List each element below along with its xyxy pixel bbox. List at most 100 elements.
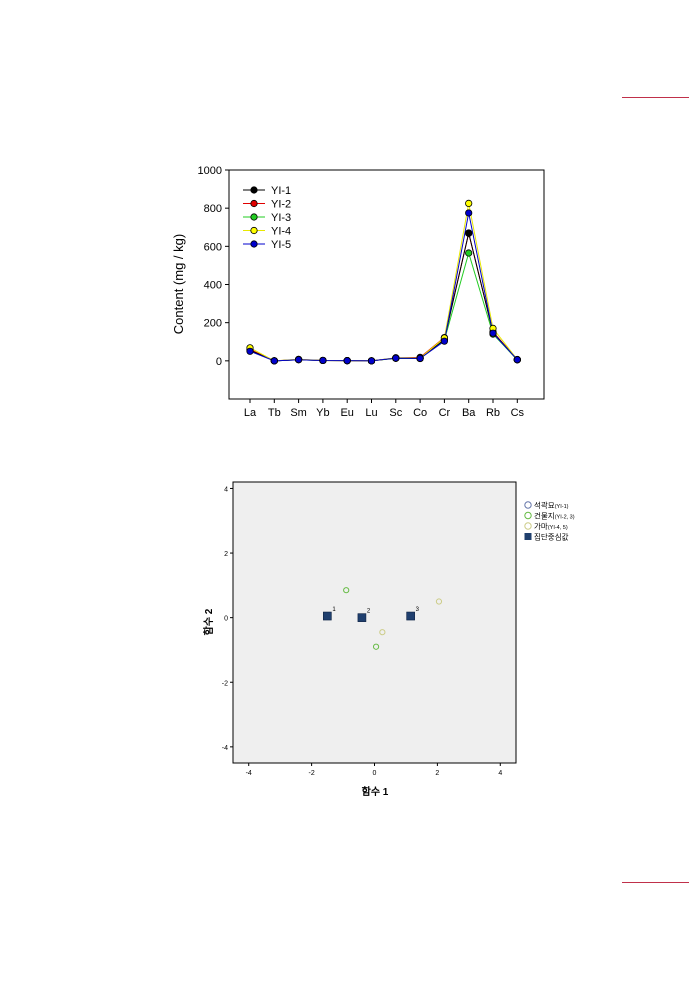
element-content-line-chart: Content (mg / kg) 0 200 400 600 800 1000 La Tb…: [171, 165, 545, 419]
x-tick-label: Cr: [439, 407, 451, 419]
x-tick-label: Rb: [486, 407, 500, 419]
y-tick-label: 800: [204, 203, 222, 215]
data-point: [416, 354, 424, 362]
centroid-markers: 1 2 3: [323, 607, 420, 622]
legend-marker-2: [524, 522, 532, 530]
x-ticks-2: -4 -2 0 2 4: [246, 763, 502, 777]
bottom-right-rule: [622, 882, 689, 883]
centroid-label: 3: [416, 607, 420, 613]
y-tick-label-2: -2: [222, 680, 228, 687]
centroid-marker: [406, 611, 415, 621]
legend-label: YI-1: [271, 185, 291, 197]
y-tick-label-2: 2: [224, 551, 228, 558]
x-tick-label: Tb: [268, 407, 281, 419]
x-tick-label-2: -2: [308, 770, 314, 777]
legend-group-name: 석곽묘: [534, 500, 555, 510]
legend-label: YI-3: [271, 212, 291, 224]
data-point: [513, 356, 521, 364]
case-point: [435, 598, 443, 605]
y-tick-label-2: 0: [224, 616, 228, 623]
centroid-marker: [323, 611, 332, 621]
y-tick-label-2: -4: [222, 745, 228, 752]
data-point: [465, 209, 473, 217]
legend-marker-2: [524, 501, 532, 509]
scatter-points: [343, 587, 443, 650]
y-tick-label: 1000: [198, 165, 222, 177]
y-tick-label: 600: [204, 241, 222, 253]
y-tick-label: 400: [204, 280, 222, 292]
case-point: [343, 587, 350, 594]
data-point: [367, 357, 376, 365]
legend-centroid-label: 집단중심값: [534, 532, 569, 542]
x-tick-label: Ba: [462, 407, 476, 419]
legend-group-suffix: (YI-2, 3): [555, 515, 575, 521]
legend-group-name: 가마: [534, 522, 548, 531]
legend-marker: [250, 186, 258, 194]
data-point: [489, 329, 497, 337]
data-point: [319, 356, 327, 365]
legend-label: YI-2: [271, 199, 291, 211]
data-point: [465, 229, 473, 237]
data-point: [343, 357, 351, 365]
legend-marker: [250, 240, 258, 248]
centroid-marker: [357, 613, 367, 622]
x-tick-label: Yb: [316, 407, 329, 419]
group-1: [343, 587, 380, 650]
legend: YI-1 YI-2YI-3 YI-4YI-5: [243, 185, 291, 251]
case-point: [379, 629, 386, 636]
legend-centroid-marker: [524, 533, 532, 540]
y-axis-label: Content (mg / kg): [171, 234, 186, 334]
legend-group-name: 건물지: [534, 511, 555, 521]
x-tick-label-2: -4: [246, 770, 252, 777]
centroid-label: 1: [332, 607, 336, 613]
series-YI-5: [249, 212, 518, 362]
series-line: [249, 212, 518, 362]
discriminant-scatter-chart: 함수 2 함수 1 -4 -2 0 2 4 -4 -2 0 2 4 1 2 3 석곽묘(YI-1)건…: [202, 481, 575, 798]
legend-marker: [250, 213, 258, 221]
top-right-rule: [622, 97, 689, 98]
data-point: [465, 199, 473, 207]
series-lines: [246, 199, 521, 365]
centroid-label: 2: [367, 609, 371, 615]
legend-group-suffix: (YI-4, 5): [548, 525, 568, 531]
legend-2: 석곽묘(YI-1)건물지(YI-2, 3)가마(YI-4, 5)집단중심값: [524, 500, 575, 542]
data-point: [392, 354, 400, 362]
data-point: [246, 347, 254, 355]
x-tick-label-2: 0: [373, 770, 377, 777]
x-tick-label: Sm: [290, 407, 307, 419]
x-ticks: La Tb Sm Yb Eu Lu Sc Co Cr Ba Rb Cs: [244, 399, 525, 419]
legend-label: YI-5: [271, 239, 291, 251]
y-tick-label: 200: [204, 318, 222, 330]
data-point: [465, 249, 473, 257]
x-tick-label: Co: [413, 407, 427, 419]
legend-marker-2: [524, 511, 532, 520]
x-axis-label-2: 함수 1: [362, 785, 389, 798]
series-markers-YI-5: [246, 209, 521, 365]
case-point: [372, 643, 380, 650]
legend-marker: [250, 226, 258, 235]
x-tick-label: Eu: [340, 407, 353, 419]
y-tick-label-2: 4: [224, 486, 228, 493]
x-tick-label: Cs: [511, 407, 525, 419]
data-point: [270, 357, 278, 365]
legend-marker: [250, 199, 258, 208]
x-tick-label: Lu: [365, 407, 377, 419]
y-axis-label-2: 함수 2: [202, 608, 215, 635]
plot-frame-2: [232, 481, 517, 764]
data-point: [440, 337, 448, 345]
legend-label: YI-4: [271, 226, 291, 238]
y-ticks: 0 200 400 600 800 1000: [198, 165, 229, 368]
y-tick-label: 0: [216, 356, 222, 368]
x-tick-label: Sc: [389, 407, 402, 419]
legend-label-2: 가마(YI-4, 5): [534, 522, 568, 531]
group-2: [379, 598, 443, 636]
legend-label-2: 건물지(YI-2, 3): [534, 511, 575, 521]
legend-label-2: 석곽묘(YI-1): [534, 500, 569, 510]
legend-group-suffix: (YI-1): [555, 504, 569, 510]
x-tick-label-2: 2: [435, 770, 439, 777]
x-tick-label: La: [244, 407, 257, 419]
x-tick-label-2: 4: [498, 770, 502, 777]
y-ticks-2: -4 -2 0 2 4: [222, 486, 233, 752]
data-point: [294, 356, 303, 364]
